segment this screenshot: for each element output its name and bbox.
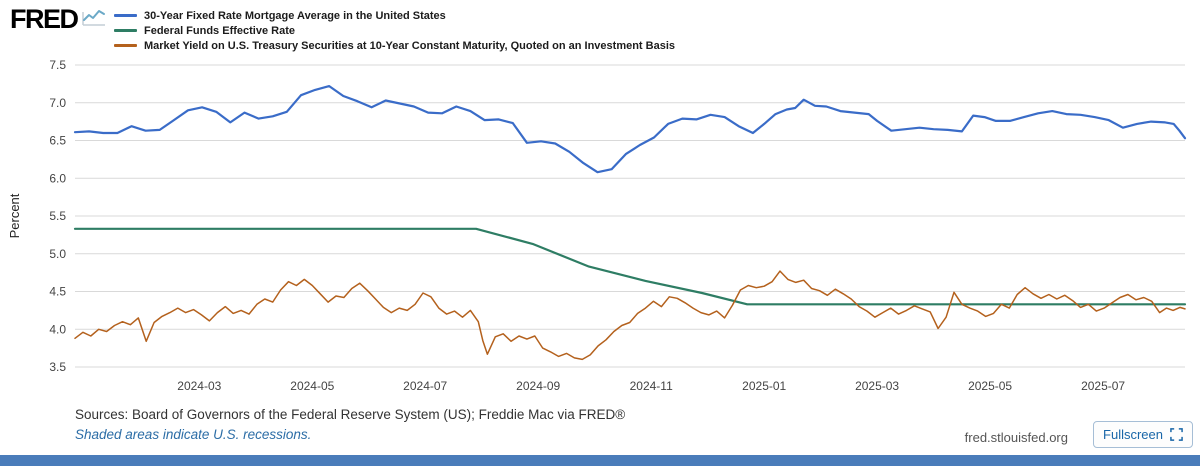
site-url[interactable]: fred.stlouisfed.org bbox=[964, 430, 1068, 445]
legend-item-treasury: Market Yield on U.S. Treasury Securities… bbox=[114, 39, 675, 52]
legend-label: 30-Year Fixed Rate Mortgage Average in t… bbox=[144, 9, 446, 22]
y-tick-label: 7.5 bbox=[49, 58, 66, 72]
fullscreen-expand-icon bbox=[1170, 428, 1183, 441]
x-tick-label: 2024-03 bbox=[177, 379, 221, 393]
legend-item-mortgage: 30-Year Fixed Rate Mortgage Average in t… bbox=[114, 9, 675, 22]
sources-text: Sources: Board of Governors of the Feder… bbox=[75, 407, 626, 422]
x-tick-label: 2024-11 bbox=[630, 379, 673, 393]
legend-line-swatch bbox=[114, 44, 137, 47]
legend-item-fedfunds: Federal Funds Effective Rate bbox=[114, 24, 675, 37]
x-tick-label: 2025-07 bbox=[1081, 379, 1125, 393]
fred-logo[interactable]: FRED bbox=[10, 4, 107, 34]
x-tick-label: 2025-05 bbox=[968, 379, 1012, 393]
x-tick-label: 2025-01 bbox=[742, 379, 786, 393]
series-line-3[interactable] bbox=[74, 270, 1186, 361]
fullscreen-button-label: Fullscreen bbox=[1103, 427, 1163, 442]
y-tick-label: 3.5 bbox=[49, 360, 66, 374]
y-tick-label: 4.0 bbox=[49, 322, 66, 336]
y-tick-label: 7.0 bbox=[49, 96, 66, 110]
chart-legend: 30-Year Fixed Rate Mortgage Average in t… bbox=[114, 9, 675, 52]
fred-logo-chart-icon bbox=[81, 10, 105, 26]
legend-label: Market Yield on U.S. Treasury Securities… bbox=[144, 39, 676, 52]
y-tick-label: 5.0 bbox=[49, 247, 66, 261]
legend-line-swatch bbox=[114, 29, 137, 32]
series-line-2[interactable] bbox=[73, 227, 1187, 306]
series-line-1[interactable] bbox=[73, 84, 1187, 174]
fred-logo-text: FRED bbox=[10, 4, 79, 34]
x-tick-label: 2025-03 bbox=[855, 379, 899, 393]
x-tick-label: 2024-07 bbox=[403, 379, 447, 393]
fullscreen-button[interactable]: Fullscreen bbox=[1093, 421, 1193, 448]
bottom-accent-bar bbox=[0, 455, 1200, 466]
x-tick-label: 2024-05 bbox=[290, 379, 334, 393]
legend-label: Federal Funds Effective Rate bbox=[144, 24, 295, 37]
recession-note-link[interactable]: Shaded areas indicate U.S. recessions. bbox=[75, 427, 312, 442]
y-tick-label: 6.5 bbox=[49, 134, 66, 148]
x-tick-label: 2024-09 bbox=[516, 379, 560, 393]
y-tick-label: 6.0 bbox=[49, 171, 66, 185]
chart-canvas: 7.5 7.0 6.5 6.0 5.5 5.0 4.5 4.0 3.5 2024-03 2024-0… bbox=[7, 58, 1187, 393]
y-axis-label: Percent bbox=[7, 193, 22, 238]
y-tick-label: 4.5 bbox=[49, 285, 66, 299]
legend-line-swatch bbox=[114, 14, 137, 17]
y-tick-label: 5.5 bbox=[49, 209, 66, 223]
